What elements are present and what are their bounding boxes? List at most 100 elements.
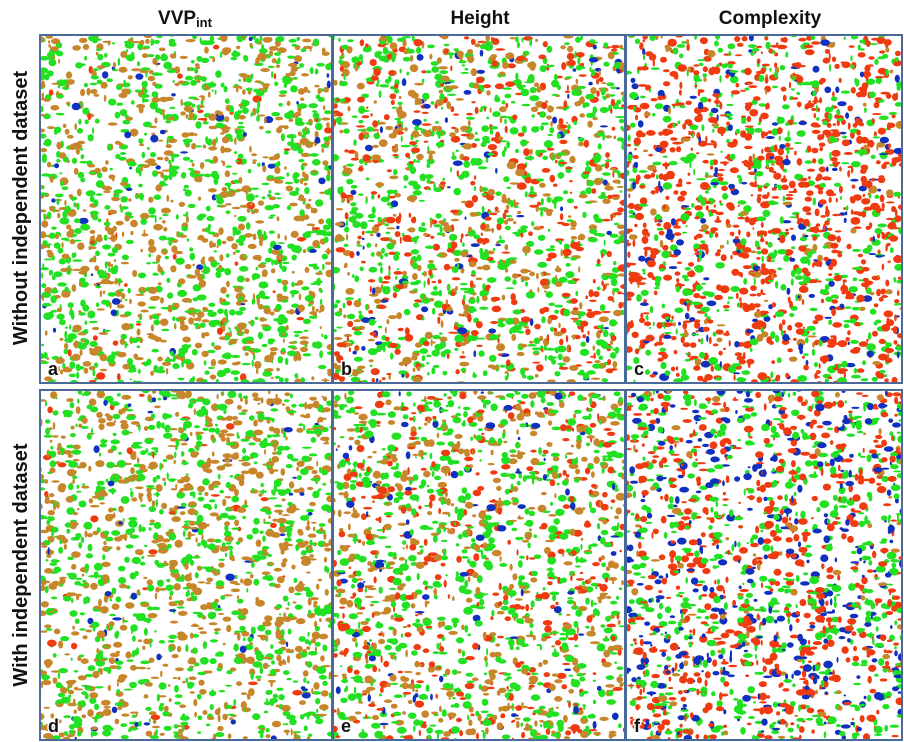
- map-patch: [824, 87, 831, 94]
- map-patch: [243, 132, 247, 137]
- map-patch: [563, 356, 571, 362]
- map-patch: [745, 216, 750, 222]
- map-patch: [283, 284, 287, 292]
- map-patch: [546, 348, 554, 351]
- map-patch: [379, 56, 388, 62]
- map-patch: [459, 356, 466, 359]
- map-patch: [590, 356, 593, 358]
- map-patch: [476, 296, 479, 303]
- map-patch: [154, 40, 160, 44]
- map-patch: [346, 164, 354, 167]
- map-patch: [439, 70, 448, 74]
- map-panel: [622, 32, 904, 386]
- map-patch: [168, 160, 171, 165]
- map-patch: [583, 171, 590, 174]
- map-patch: [445, 117, 448, 123]
- map-patch: [128, 288, 131, 294]
- map-patch: [150, 152, 156, 157]
- map-patch: [136, 321, 141, 323]
- map-patch: [810, 36, 815, 40]
- map-patch: [285, 235, 287, 241]
- map-patch: [107, 281, 115, 284]
- map-patch: [640, 197, 648, 204]
- map-patch: [499, 72, 506, 77]
- map-patch: [817, 174, 823, 181]
- map-patch: [422, 79, 425, 84]
- map-patch: [449, 132, 456, 137]
- map-patch: [428, 270, 432, 276]
- map-patch: [497, 137, 503, 140]
- map-patch: [512, 273, 518, 278]
- map-patch: [155, 54, 160, 60]
- map-patch: [356, 245, 362, 247]
- map-patch: [799, 349, 803, 354]
- map-patch: [357, 83, 365, 90]
- map-patch: [104, 53, 107, 58]
- map-patch: [80, 224, 88, 231]
- map-patch: [683, 332, 688, 338]
- map-patch: [895, 215, 902, 222]
- map-patch: [308, 103, 318, 108]
- map-patch: [48, 40, 50, 43]
- map-patch: [642, 39, 645, 42]
- map-patch: [635, 115, 638, 121]
- map-patch: [554, 310, 559, 314]
- map-patch: [643, 150, 648, 153]
- map-patch: [832, 164, 838, 166]
- map-patch: [255, 220, 264, 223]
- map-patch: [894, 303, 898, 305]
- map-patch: [347, 106, 350, 112]
- map-patch: [517, 211, 521, 214]
- map-patch: [45, 330, 48, 335]
- map-patch: [634, 224, 637, 228]
- map-patch: [447, 248, 453, 252]
- map-patch: [860, 322, 864, 325]
- map-patch: [59, 207, 67, 210]
- map-patch: [488, 209, 490, 212]
- map-patch: [524, 170, 526, 176]
- map-patch: [677, 44, 686, 48]
- map-patch: [298, 88, 305, 95]
- map-patch: [423, 233, 427, 237]
- map-patch: [186, 39, 196, 42]
- map-patch: [204, 371, 209, 375]
- map-patch: [222, 161, 225, 166]
- map-patch: [451, 219, 459, 222]
- map-patch: [49, 270, 53, 276]
- map-patch: [774, 71, 778, 79]
- map-patch: [453, 113, 459, 115]
- map-patch: [439, 90, 443, 94]
- map-patch: [510, 37, 516, 39]
- map-patch: [479, 350, 485, 356]
- map-patch: [94, 283, 98, 286]
- map-patch: [347, 321, 353, 327]
- map-patch: [137, 329, 141, 336]
- map-patch: [797, 101, 802, 107]
- map-patch: [188, 76, 192, 81]
- map-patch: [596, 331, 601, 339]
- map-patch: [47, 162, 51, 168]
- map-patch: [773, 250, 777, 257]
- map-patch: [466, 117, 475, 120]
- map-patch: [704, 374, 713, 381]
- map-patch: [788, 130, 790, 137]
- map-patch: [255, 195, 259, 198]
- map-patch: [374, 100, 377, 104]
- map-patch: [401, 135, 403, 142]
- map-patch: [544, 290, 546, 293]
- map-patch: [538, 235, 546, 241]
- map-patch: [157, 266, 162, 273]
- map-patch: [481, 125, 489, 132]
- map-patch: [706, 334, 708, 342]
- map-patch: [720, 114, 727, 116]
- map-patch: [245, 352, 249, 356]
- map-patch: [554, 347, 559, 352]
- map-patch: [836, 198, 838, 203]
- map-patch: [471, 270, 476, 275]
- map-patch: [141, 198, 143, 200]
- map-patch: [848, 342, 850, 345]
- map-patch: [547, 380, 556, 383]
- map-patch: [627, 188, 634, 192]
- map-patch: [611, 49, 617, 52]
- figure: VVPint Height Complexity Without indepen…: [0, 0, 904, 742]
